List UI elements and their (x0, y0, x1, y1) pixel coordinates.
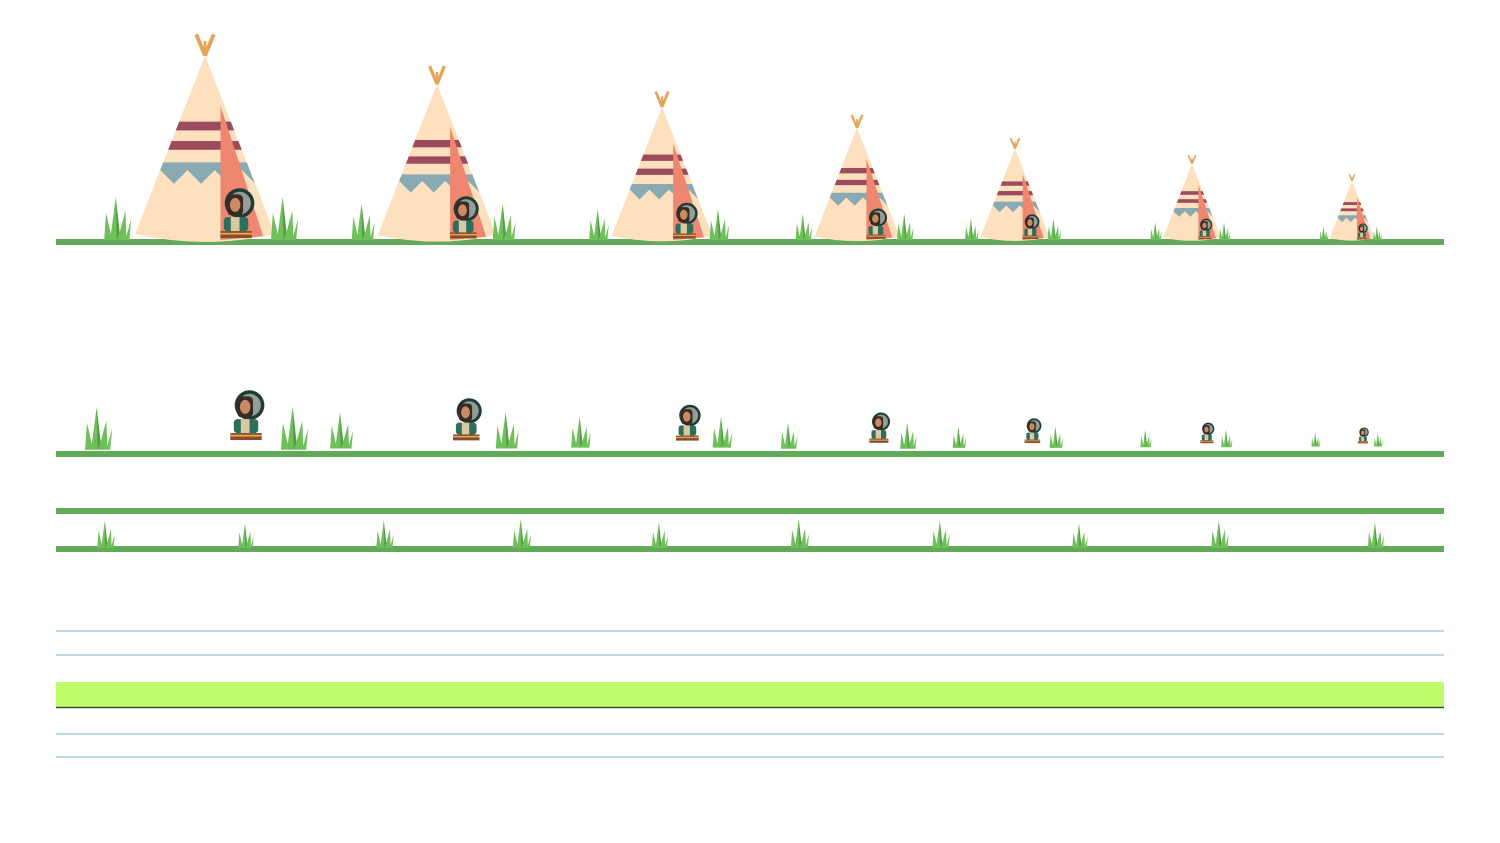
chief-figure (330, 398, 519, 448)
tepee (1150, 155, 1230, 241)
ground-line (56, 451, 1444, 457)
tepee (796, 115, 914, 241)
tepee (1320, 174, 1382, 240)
tepee (965, 138, 1061, 241)
writing-band (56, 682, 1444, 707)
tepee (352, 66, 516, 241)
chief-figure (1311, 427, 1382, 446)
chief-figure (1140, 423, 1232, 448)
grass-row (97, 519, 1385, 548)
chief-figure (953, 418, 1063, 447)
band-line (56, 508, 1444, 514)
tepee (104, 34, 298, 242)
tepee (589, 92, 729, 242)
chief-figure (571, 405, 732, 448)
ground-line (56, 239, 1444, 245)
chief-figure (781, 413, 917, 449)
chief-figure (85, 390, 308, 449)
band-line (56, 546, 1444, 552)
